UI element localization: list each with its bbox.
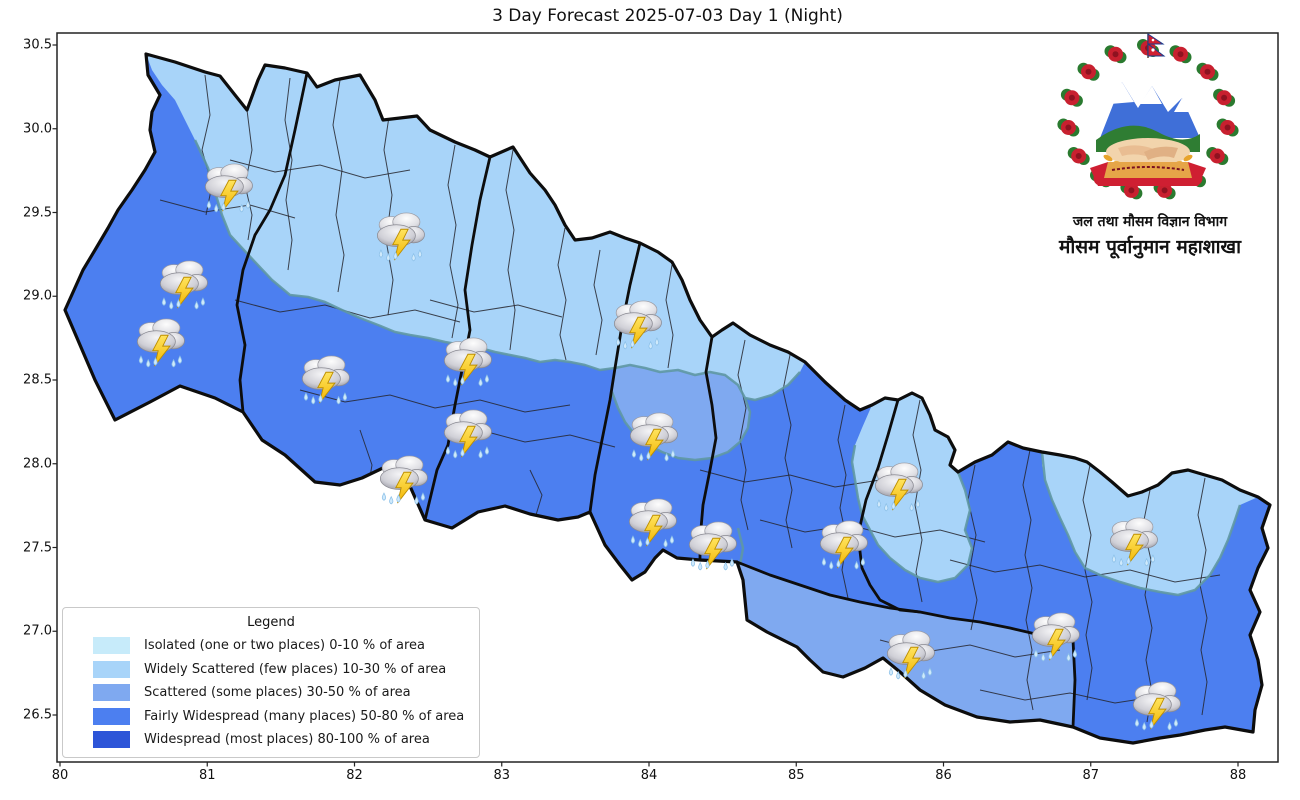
legend-item: Widespread (most places) 80-100 % of are… <box>63 728 479 752</box>
legend-swatch <box>93 684 130 702</box>
legend-label: Scattered (some places) 30-50 % of area <box>144 685 411 701</box>
rhododendron-flower-icon <box>1216 118 1239 137</box>
rhododendron-flower-icon <box>1060 88 1083 107</box>
x-tick-label: 84 <box>640 768 658 783</box>
y-tick-label: 28.0 <box>23 456 52 472</box>
plot-frame <box>56 32 1279 763</box>
legend-item: Isolated (one or two places) 0-10 % of a… <box>63 634 479 658</box>
legend-item: Widely Scattered (few places) 10-30 % of… <box>63 658 479 682</box>
legend-swatch <box>93 637 130 655</box>
rhododendron-flower-icon <box>1077 62 1100 81</box>
nepal-flag-icon <box>1147 33 1166 58</box>
rhododendron-flower-icon <box>1206 147 1229 165</box>
x-tick-label: 82 <box>346 768 363 783</box>
y-tick-label: 27.0 <box>23 623 52 639</box>
dhm-logo <box>1057 33 1239 200</box>
legend-label: Isolated (one or two places) 0-10 % of a… <box>144 638 425 654</box>
x-tick-label: 81 <box>198 768 216 783</box>
y-tick-label: 26.5 <box>23 707 52 723</box>
rhododendron-flower-icon <box>1213 88 1236 107</box>
nepal-outline <box>63 52 1272 745</box>
x-tick-label: 83 <box>493 768 511 783</box>
legend: Legend Isolated (one or two places) 0-10… <box>62 607 480 758</box>
x-tick-label: 88 <box>1229 768 1247 783</box>
rhododendron-flower-icon <box>1057 118 1080 137</box>
y-tick-label: 28.5 <box>23 372 52 388</box>
y-tick-label: 29.0 <box>23 288 52 304</box>
legend-item: Scattered (some places) 30-50 % of area <box>63 681 479 705</box>
dhm-division-name: मौसम पूर्वानुमान महाशाखा <box>1058 236 1242 258</box>
axis-tick-marks <box>52 44 1239 767</box>
x-tick-label: 85 <box>787 768 805 783</box>
legend-label: Widespread (most places) 80-100 % of are… <box>144 732 430 748</box>
legend-swatch <box>93 707 130 725</box>
plot-title: 3 Day Forecast 2025-07-03 Day 1 (Night) <box>492 6 843 26</box>
dhm-logo-text: जल तथा मौसम विज्ञान विभाग मौसम पूर्वानुम… <box>1030 35 1270 259</box>
dhm-department-name: जल तथा मौसम विज्ञान विभाग <box>1072 214 1228 230</box>
y-tick-label: 27.5 <box>23 540 52 555</box>
y-tick-label: 30.0 <box>23 121 52 137</box>
basin-boundaries <box>193 139 1242 597</box>
x-tick-label: 86 <box>935 768 952 783</box>
rhododendron-flower-icon <box>1153 181 1176 200</box>
y-tick-label: 30.5 <box>23 37 52 53</box>
legend-swatch <box>93 731 130 749</box>
legend-label: Widely Scattered (few places) 10-30 % of… <box>144 661 447 677</box>
legend-title: Legend <box>247 615 295 630</box>
rhododendron-flower-icon <box>1196 62 1219 81</box>
legend-swatch <box>93 660 130 678</box>
y-tick-label: 29.5 <box>23 205 52 220</box>
legend-item: Fairly Widespread (many places) 50-80 % … <box>63 705 479 729</box>
x-tick-label: 80 <box>51 768 69 783</box>
rhododendron-flower-icon <box>1169 45 1192 64</box>
legend-label: Fairly Widespread (many places) 50-80 % … <box>144 708 465 724</box>
x-tick-label: 87 <box>1082 768 1100 783</box>
province-boundaries <box>235 72 1077 728</box>
rhododendron-flower-icon <box>1067 147 1090 165</box>
rhododendron-flower-icon <box>1104 45 1127 64</box>
